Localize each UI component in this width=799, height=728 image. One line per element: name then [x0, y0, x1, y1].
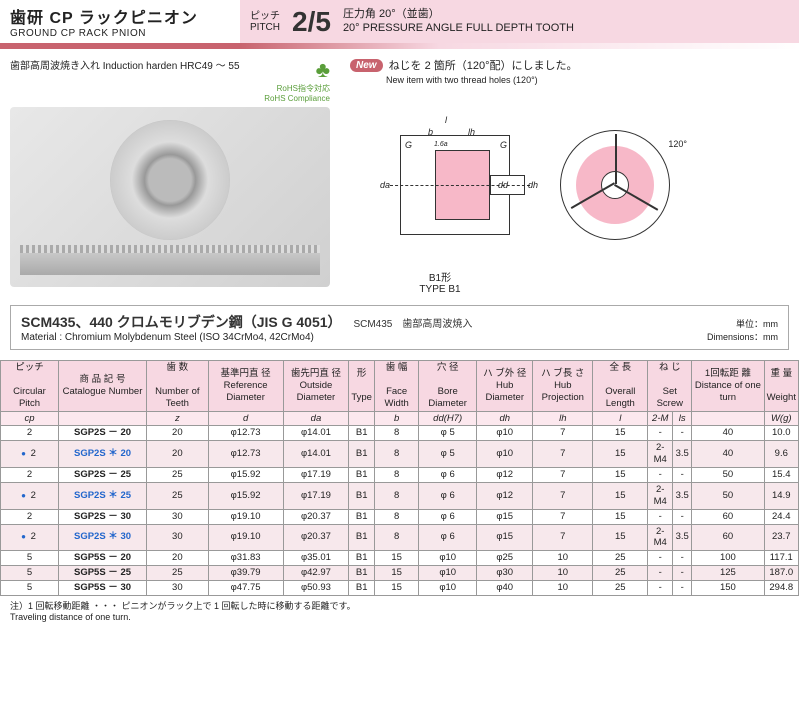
- th-pitch: ピッチCircular Pitch: [1, 361, 59, 412]
- pitch-block: ピッチ PITCH 2/5 圧力角 20°（並歯） 20° PRESSURE A…: [240, 0, 799, 43]
- th-catalogue: 商 品 記 号Catalogue Number: [59, 361, 147, 412]
- unit-label: 単位：mm Dimensions：mm: [707, 317, 778, 343]
- table-row: ● 2SGP2S ＊ 2020φ12.73φ14.01B18φ 5φ107152…: [1, 441, 799, 468]
- title-jp: 歯研 CP ラックピニオン: [10, 4, 230, 28]
- table-row: 2SGP2S － 2525φ15.92φ17.19B18φ 6φ12715--5…: [1, 468, 799, 483]
- th-set-screw: ね じSet Screw: [648, 361, 692, 412]
- rohs-compliance: ♣ RoHS指令対応 RoHS Compliance: [264, 57, 330, 103]
- th-type: 形Type: [349, 361, 375, 412]
- footnote: 注）1 回転移動距離 ・・・ ピニオンがラック上で 1 回転した時に移動する距離…: [0, 596, 799, 625]
- technical-diagrams: l b lh da dd dh G G 1.6a B1形 TYPE B1: [350, 95, 789, 295]
- th-bore: 穴 径Bore Diameter: [419, 361, 477, 412]
- induction-note: 歯部高周波焼き入れ Induction harden HRC49 ～ 55: [10, 57, 240, 72]
- th-weight: 重 量Weight: [764, 361, 798, 412]
- th-overall-length: 全 長Overall Length: [593, 361, 648, 412]
- spec-table: ピッチCircular Pitch 商 品 記 号Catalogue Numbe…: [0, 360, 799, 596]
- table-row: 2SGP2S － 2020φ12.73φ14.01B18φ 5φ10715--4…: [1, 426, 799, 441]
- right-column: New ねじを 2 箇所（120°配）にしました。 New item with …: [350, 57, 789, 295]
- th-distance: 1回転距 離Distance of one turn: [692, 361, 764, 412]
- material-spec-box: SCM435、440 クロムモリブデン鋼（JIS G 4051） SCM435 …: [10, 305, 789, 350]
- product-title-block: 歯研 CP ラックピニオン GROUND CP RACK PNION: [0, 0, 240, 43]
- new-item-line: New ねじを 2 箇所（120°配）にしました。: [350, 57, 789, 73]
- th-hub-length: ハ ブ長 さHub Projection: [533, 361, 593, 412]
- pitch-label: ピッチ PITCH: [250, 11, 280, 33]
- table-row: 5SGP5S － 3030φ47.75φ50.93B115φ10φ401025-…: [1, 581, 799, 596]
- gradient-bar: [0, 43, 799, 49]
- table-row: ● 2SGP2S ＊ 2525φ15.92φ17.19B18φ 6φ127152…: [1, 482, 799, 509]
- title-en: GROUND CP RACK PNION: [10, 28, 230, 39]
- pitch-spec: 圧力角 20°（並歯） 20° PRESSURE ANGLE FULL DEPT…: [343, 8, 574, 34]
- rohs-clover-icon: ♣: [264, 57, 330, 83]
- th-face-width: 歯 幅Face Width: [374, 361, 418, 412]
- material-jp: SCM435、440 クロムモリブデン鋼（JIS G 4051） SCM435 …: [21, 312, 472, 332]
- table-row: ● 2SGP2S ＊ 3030φ19.10φ20.37B18φ 6φ157152…: [1, 524, 799, 551]
- table-row: 5SGP5S － 2525φ39.79φ42.97B115φ10φ301025-…: [1, 566, 799, 581]
- header: 歯研 CP ラックピニオン GROUND CP RACK PNION ピッチ P…: [0, 0, 799, 43]
- table-header: ピッチCircular Pitch 商 品 記 号Catalogue Numbe…: [1, 361, 799, 426]
- diagram-front-view: 120°: [550, 130, 680, 260]
- new-badge: New: [350, 59, 383, 72]
- table-row: 2SGP2S － 3030φ19.10φ20.37B18φ 6φ15715--6…: [1, 509, 799, 524]
- pitch-value: 2/5: [292, 6, 331, 38]
- angle-120-label: 120°: [668, 139, 687, 149]
- th-ref-diameter: 基準円直 径Reference Diameter: [208, 361, 283, 412]
- table-row: 5SGP5S － 2020φ31.83φ35.01B115φ10φ251025-…: [1, 551, 799, 566]
- diagram-side-view: l b lh da dd dh G G 1.6a B1形 TYPE B1: [350, 95, 530, 295]
- material-en: Material : Chromium Molybdenum Steel (IS…: [21, 332, 472, 343]
- rack-bar-graphic: [20, 250, 320, 275]
- new-item-sub: New item with two thread holes (120°): [386, 75, 789, 85]
- gear-wheel-graphic: [110, 120, 230, 240]
- th-teeth: 歯 数Number of Teeth: [147, 361, 209, 412]
- product-photo: [10, 107, 330, 287]
- mid-section: 歯部高周波焼き入れ Induction harden HRC49 ～ 55 ♣ …: [0, 57, 799, 295]
- th-hub-diameter: ハ ブ外 径Hub Diameter: [477, 361, 533, 412]
- left-column: 歯部高周波焼き入れ Induction harden HRC49 ～ 55 ♣ …: [10, 57, 330, 287]
- diagram-type-label: B1形 TYPE B1: [350, 269, 530, 295]
- th-out-diameter: 歯先円直 径Outside Diameter: [283, 361, 349, 412]
- table-body: 2SGP2S － 2020φ12.73φ14.01B18φ 5φ10715--4…: [1, 426, 799, 596]
